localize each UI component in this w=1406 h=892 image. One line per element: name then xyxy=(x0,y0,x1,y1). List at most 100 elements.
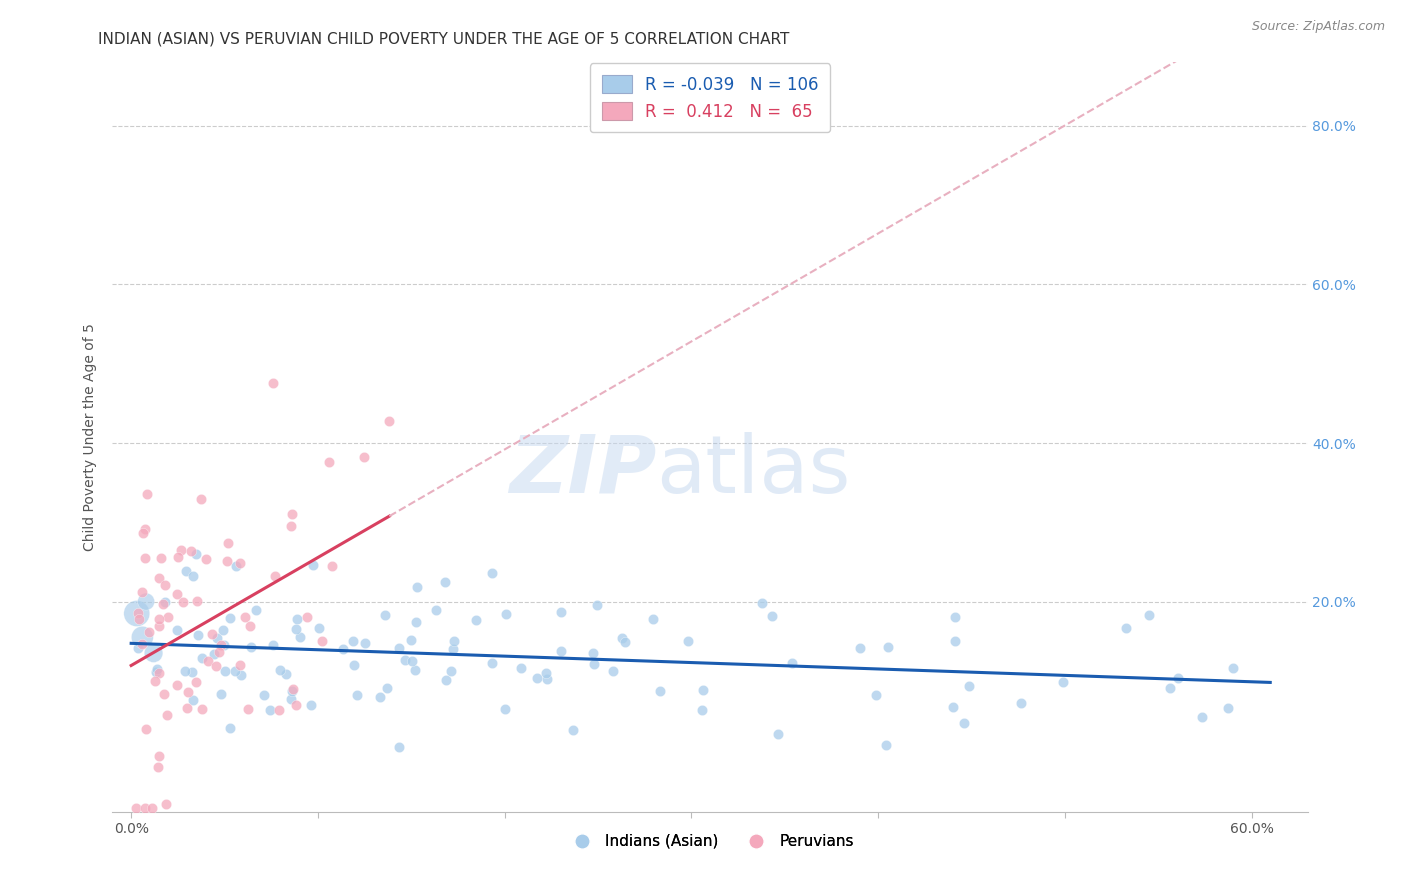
Point xyxy=(127,641,149,656)
Point xyxy=(343,657,366,672)
Point xyxy=(233,610,256,624)
Point xyxy=(195,552,218,566)
Point xyxy=(318,455,340,469)
Point xyxy=(212,624,235,638)
Point xyxy=(148,571,170,585)
Point xyxy=(134,801,156,815)
Point xyxy=(849,640,872,655)
Point xyxy=(143,673,166,688)
Point xyxy=(281,684,304,698)
Point xyxy=(388,739,411,754)
Point xyxy=(284,622,307,636)
Point xyxy=(217,554,239,568)
Point xyxy=(1137,608,1160,623)
Point xyxy=(205,658,228,673)
Point xyxy=(761,608,783,623)
Point xyxy=(311,633,333,648)
Point xyxy=(441,642,464,657)
Point xyxy=(374,607,396,622)
Point xyxy=(131,637,153,651)
Point xyxy=(229,668,252,682)
Point xyxy=(262,638,284,652)
Point xyxy=(433,575,456,590)
Point xyxy=(342,634,364,648)
Point xyxy=(284,698,307,712)
Point xyxy=(148,665,170,680)
Point xyxy=(190,491,212,506)
Point xyxy=(156,708,179,723)
Point xyxy=(184,675,207,690)
Point xyxy=(181,692,204,706)
Point xyxy=(209,687,232,701)
Point xyxy=(148,749,170,764)
Text: Source: ZipAtlas.com: Source: ZipAtlas.com xyxy=(1251,20,1385,33)
Point xyxy=(174,664,197,678)
Legend: Indians (Asian), Peruvians: Indians (Asian), Peruvians xyxy=(561,828,859,855)
Point xyxy=(181,665,204,679)
Point xyxy=(953,715,976,730)
Point xyxy=(876,640,898,655)
Point xyxy=(146,760,169,774)
Point xyxy=(148,612,170,626)
Text: INDIAN (ASIAN) VS PERUVIAN CHILD POVERTY UNDER THE AGE OF 5 CORRELATION CHART: INDIAN (ASIAN) VS PERUVIAN CHILD POVERTY… xyxy=(98,31,790,46)
Point xyxy=(148,618,170,632)
Point xyxy=(509,661,531,675)
Point xyxy=(943,609,966,624)
Point xyxy=(131,585,153,599)
Point xyxy=(957,679,980,693)
Point xyxy=(582,647,605,661)
Point xyxy=(125,801,148,815)
Point xyxy=(875,738,897,752)
Point xyxy=(602,665,624,679)
Point xyxy=(321,559,343,574)
Point xyxy=(692,682,714,697)
Point xyxy=(404,663,426,677)
Point xyxy=(155,797,177,812)
Point xyxy=(150,550,173,565)
Point xyxy=(177,685,200,699)
Point xyxy=(214,664,236,678)
Point xyxy=(561,723,583,737)
Point xyxy=(166,678,188,692)
Point xyxy=(550,644,572,658)
Point xyxy=(943,634,966,648)
Point xyxy=(308,621,330,635)
Point xyxy=(354,636,377,650)
Point xyxy=(184,547,207,561)
Point xyxy=(180,544,202,558)
Point xyxy=(281,507,304,521)
Point xyxy=(614,635,637,649)
Point xyxy=(135,594,157,608)
Point xyxy=(146,662,169,676)
Point xyxy=(228,658,250,673)
Point xyxy=(280,692,302,706)
Point xyxy=(610,631,633,645)
Point xyxy=(1159,681,1181,696)
Point xyxy=(1052,674,1074,689)
Point xyxy=(285,612,308,626)
Point xyxy=(172,595,194,609)
Point xyxy=(166,623,188,637)
Point xyxy=(536,665,558,680)
Point xyxy=(751,596,773,610)
Point xyxy=(768,727,790,741)
Point xyxy=(585,598,607,612)
Point xyxy=(269,703,291,717)
Point xyxy=(262,376,284,390)
Point xyxy=(239,640,262,655)
Point xyxy=(134,551,156,566)
Point xyxy=(197,654,219,668)
Point xyxy=(301,558,323,573)
Point xyxy=(152,687,174,701)
Point xyxy=(152,598,174,612)
Point xyxy=(208,645,231,659)
Point xyxy=(401,654,423,668)
Point xyxy=(174,565,197,579)
Point xyxy=(219,610,242,624)
Point xyxy=(218,721,240,735)
Point xyxy=(142,646,165,660)
Point xyxy=(264,568,287,582)
Point xyxy=(125,607,148,621)
Point xyxy=(690,703,713,717)
Point xyxy=(269,663,291,677)
